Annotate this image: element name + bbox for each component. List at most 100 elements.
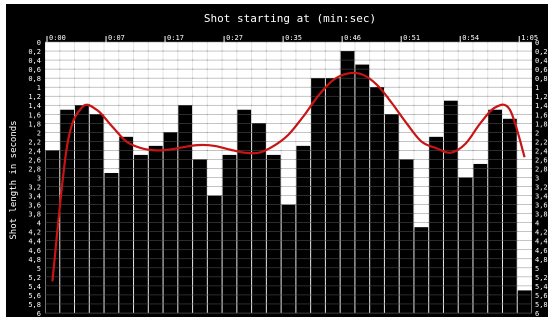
- y-tick-label: 4,4: [28, 238, 41, 246]
- y-tick-label: 6: [37, 310, 41, 318]
- bar-gap: [296, 42, 311, 146]
- y-tick-label-right: 5: [535, 265, 539, 273]
- bar-gap: [60, 42, 75, 110]
- bar-gap: [237, 42, 252, 110]
- bar: [134, 154, 148, 313]
- x-tick-label: 0:07: [108, 34, 125, 42]
- bar: [458, 177, 473, 313]
- bar: [399, 159, 414, 313]
- bar: [104, 172, 119, 313]
- y-tick-label-right: 6: [535, 310, 539, 318]
- bar-gap: [193, 42, 207, 160]
- y-tick-label-right: 5,4: [535, 283, 548, 291]
- trend-line: [51, 71, 526, 282]
- bar: [296, 145, 311, 313]
- y-tick-label: 5,2: [28, 274, 41, 282]
- bars: [45, 41, 532, 314]
- y-tick-label-right: 1,2: [535, 93, 548, 101]
- bar-gap: [458, 42, 473, 178]
- bar: [517, 290, 532, 313]
- bar-gap: [75, 42, 89, 106]
- y-tick-label-right: 1: [535, 84, 539, 92]
- y-tick-label-right: 1,6: [535, 111, 548, 119]
- y-tick-label: 0,6: [28, 66, 41, 74]
- bar: [119, 136, 134, 313]
- y-tick-label: 0: [37, 39, 41, 47]
- bar: [340, 51, 355, 314]
- bar-gap: [473, 42, 488, 164]
- y-tick-label-right: 2,4: [535, 147, 548, 155]
- bar-gap: [517, 42, 532, 291]
- y-tick-label: 2,6: [28, 156, 41, 164]
- bar-gap: [370, 42, 384, 88]
- y-tick-label: 0,2: [28, 48, 41, 56]
- x-tick-label: 0:00: [49, 34, 66, 42]
- bar-gap: [178, 42, 193, 106]
- y-tick-label-right: 4,8: [535, 256, 548, 264]
- y-tick-label-right: 2,6: [535, 156, 548, 164]
- bar-gap: [104, 42, 119, 173]
- x-tick-label: 1:05: [521, 34, 538, 42]
- bar-gap: [340, 42, 355, 52]
- bar: [252, 123, 266, 313]
- chart-title: Shot starting at (min:sec): [204, 12, 376, 25]
- y-tick-label: 4,8: [28, 256, 41, 264]
- bar-gap: [414, 42, 429, 228]
- y-tick-label: 5,4: [28, 283, 41, 291]
- y-tick-label-right: 3,2: [535, 184, 548, 192]
- y-tick-label: 3: [37, 175, 41, 183]
- y-tick-label: 0,8: [28, 75, 41, 83]
- y-tick-label-right: 3,4: [535, 193, 548, 201]
- y-tick-label-right: 3: [535, 175, 539, 183]
- y-tick-label-right: 5,6: [535, 292, 548, 300]
- y-tick-label: 4: [37, 220, 41, 228]
- y-tick-labels-right: 00,20,40,60,811,21,41,61,822,22,42,62,8 3…: [535, 39, 548, 318]
- bar: [207, 195, 222, 313]
- y-tick-label: 1,6: [28, 111, 41, 119]
- y-tick-label-right: 0: [535, 39, 539, 47]
- y-tick-label-right: 5,8: [535, 301, 548, 309]
- y-tick-label-right: 3,8: [535, 211, 548, 219]
- bar: [148, 145, 163, 313]
- y-tick-label: 2,8: [28, 165, 41, 173]
- y-tick-label: 2,4: [28, 147, 41, 155]
- y-tick-label-right: 4,2: [535, 229, 548, 237]
- bar-gap: [134, 42, 148, 155]
- y-tick-label: 5,8: [28, 301, 41, 309]
- y-tick-label-right: 1,8: [535, 120, 548, 128]
- bar-gap: [355, 42, 370, 65]
- y-tick-label-right: 4: [535, 220, 539, 228]
- y-tick-label: 5: [37, 265, 41, 273]
- y-tick-label: 1,4: [28, 102, 41, 110]
- y-tick-label: 3,4: [28, 193, 41, 201]
- y-tick-label-right: 4,4: [535, 238, 548, 246]
- y-tick-label: 1,8: [28, 120, 41, 128]
- trend-line-group: [51, 71, 526, 282]
- bar-gap: [488, 42, 502, 110]
- bar-gap: [399, 42, 414, 160]
- bar-gap: [443, 42, 458, 101]
- y-tick-label: 1: [37, 84, 41, 92]
- bar-gap: [148, 42, 163, 146]
- bar-gap: [429, 42, 443, 137]
- bar: [414, 227, 429, 313]
- y-tick-label-right: 0,6: [535, 66, 548, 74]
- bar: [443, 100, 458, 313]
- x-tick-label: 0:17: [167, 34, 184, 42]
- y-tick-label-right: 0,8: [535, 75, 548, 83]
- bar: [473, 163, 488, 313]
- bar: [178, 105, 193, 313]
- y-tick-label-right: 4,6: [535, 247, 548, 255]
- y-tick-label-right: 2: [535, 129, 539, 137]
- x-tick-label: 0:27: [226, 34, 243, 42]
- bar-gap: [119, 42, 134, 137]
- y-tick-label: 1,2: [28, 93, 41, 101]
- bar-gap: [502, 42, 517, 119]
- y-tick-label-right: 0,4: [535, 57, 548, 65]
- bar: [60, 109, 75, 313]
- y-axis-label: Shot length in seconds: [9, 120, 19, 239]
- y-tick-label: 3,8: [28, 211, 41, 219]
- y-tick-label: 4,6: [28, 247, 41, 255]
